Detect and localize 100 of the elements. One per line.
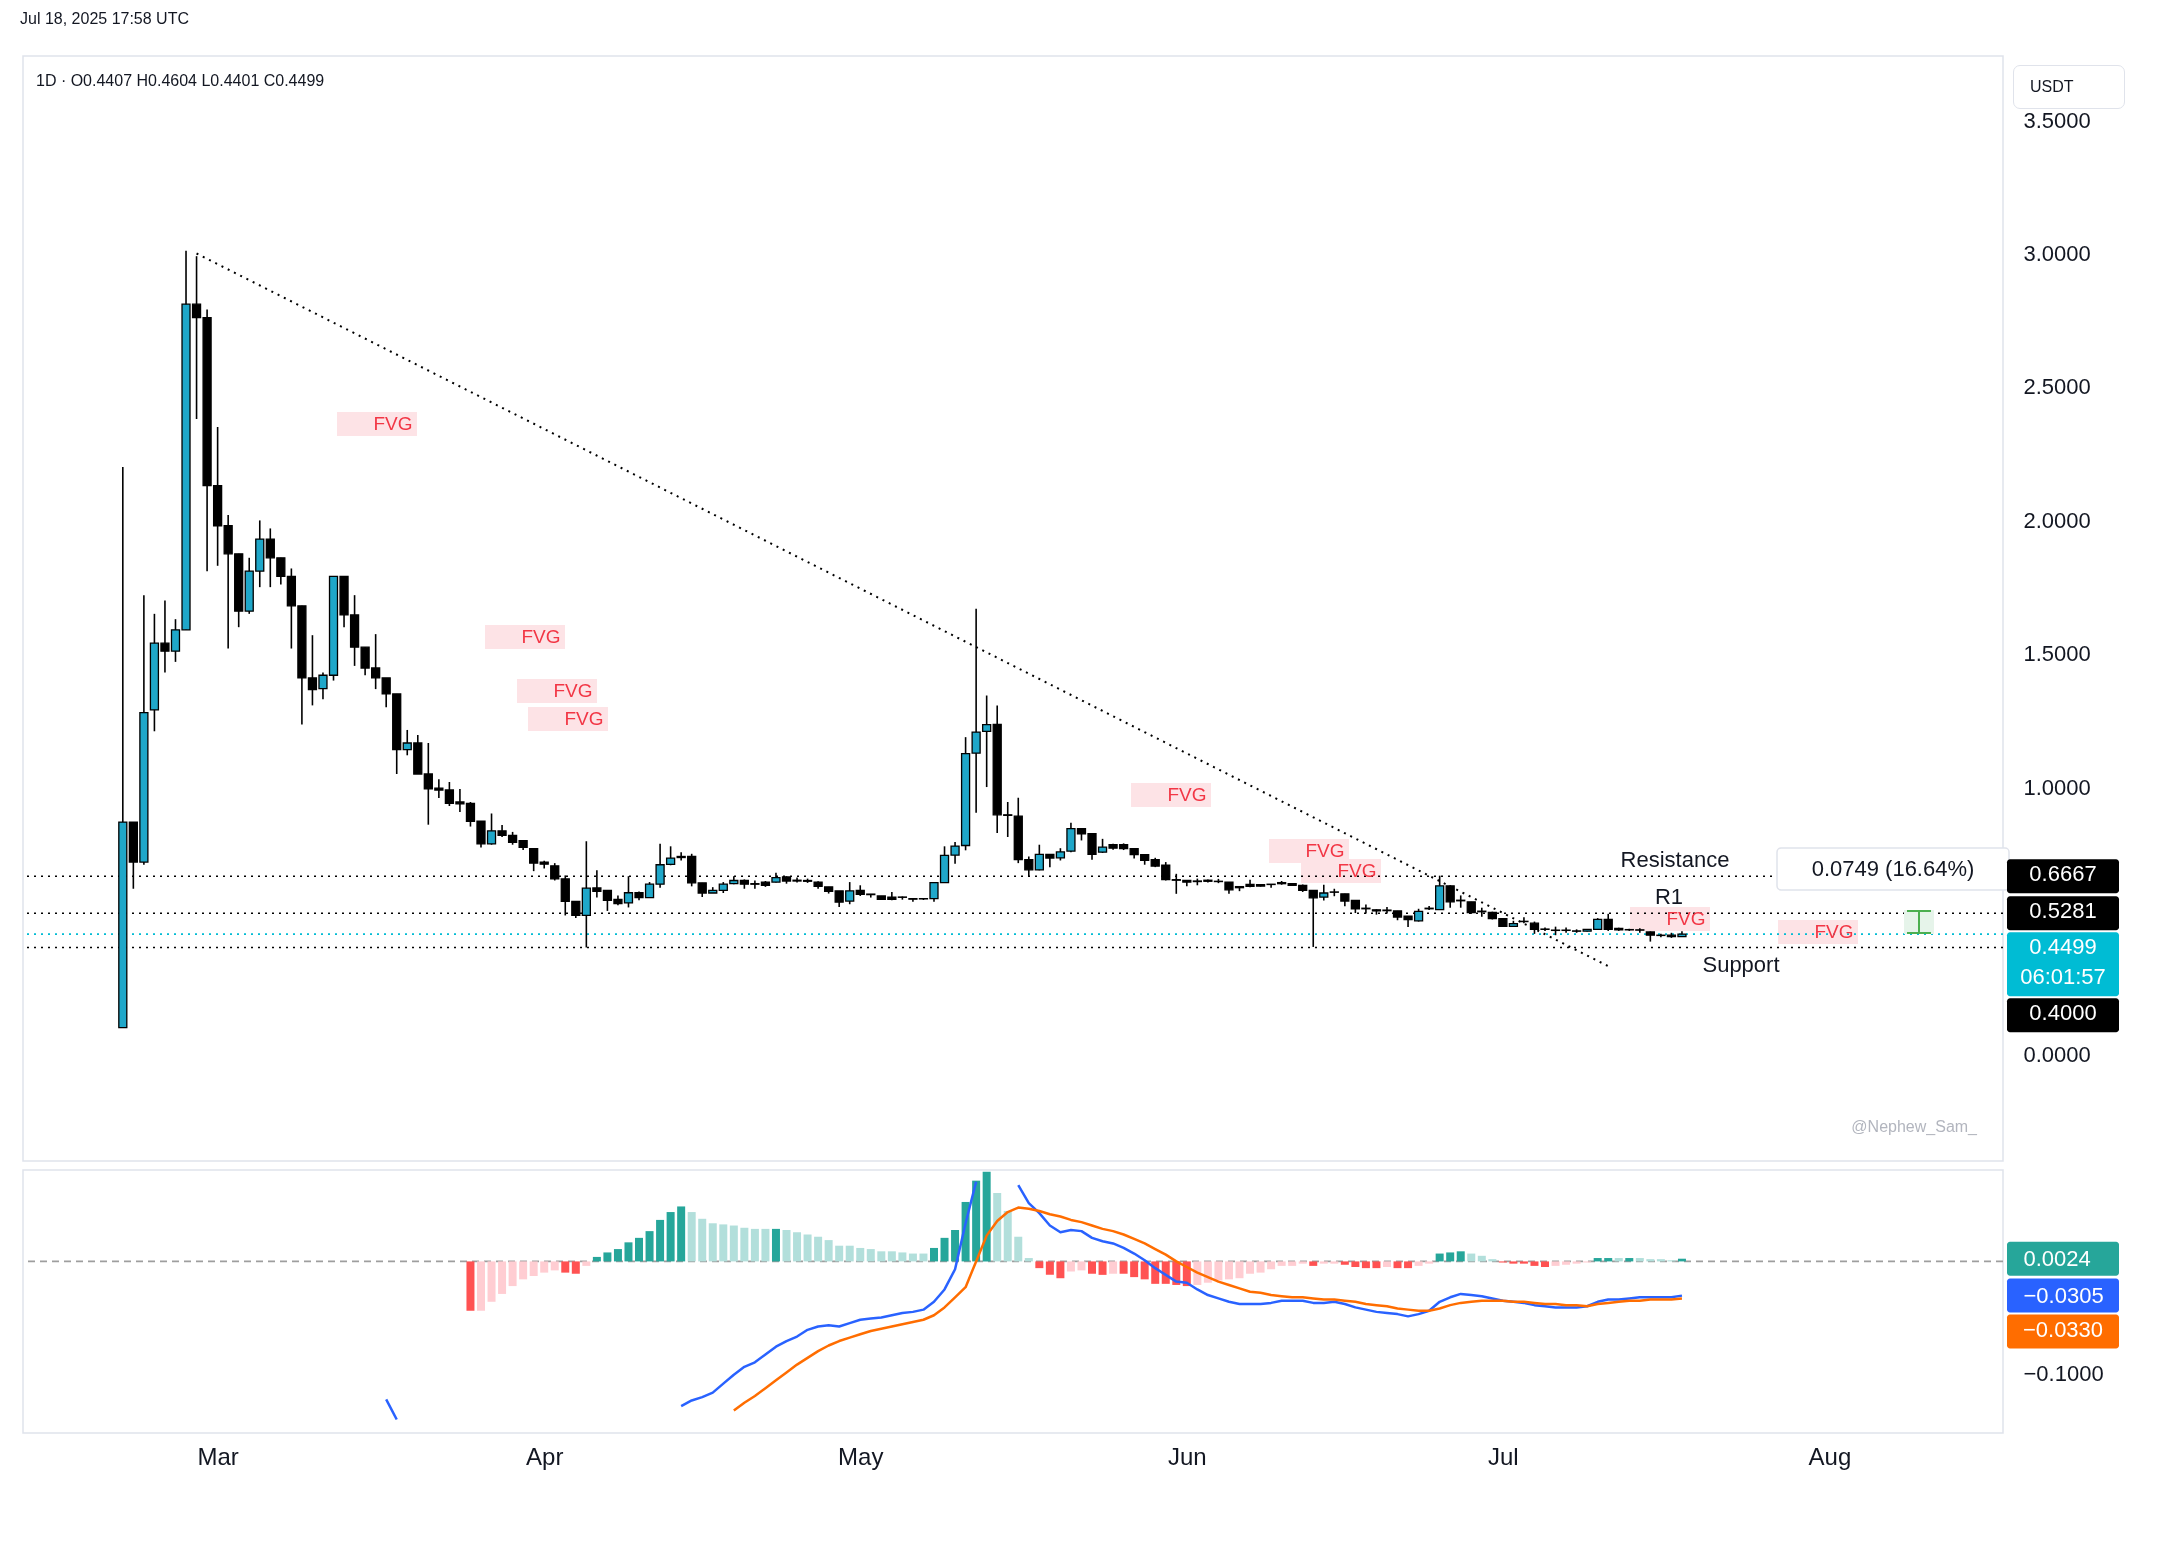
chart-subtitle: Jul 18, 2025 17:58 UTC — [20, 10, 189, 28]
bar — [1530, 1261, 1539, 1266]
bar — [866, 1249, 875, 1262]
bar — [1098, 1261, 1107, 1275]
bar — [561, 1261, 570, 1273]
bar — [677, 1206, 686, 1262]
bar — [508, 1261, 517, 1287]
bar — [582, 1261, 591, 1266]
bar — [487, 1261, 496, 1302]
y-tick-label: 0.0024 — [2023, 1246, 2091, 1272]
bar — [1088, 1261, 1097, 1274]
bar — [1077, 1261, 1086, 1271]
bar — [1277, 1261, 1286, 1266]
annotation: FVG — [1305, 840, 1345, 861]
y-tick-label: 1.0000 — [2023, 774, 2091, 800]
x-tick-label: Jun — [1167, 1442, 1207, 1470]
bar — [1140, 1261, 1149, 1280]
bar — [540, 1261, 549, 1273]
line-series — [732, 1206, 1684, 1412]
y-tick-label: 2.0000 — [2023, 507, 2091, 533]
bar — [993, 1192, 1002, 1262]
annotation: FVG — [1167, 784, 1207, 805]
bar — [1404, 1261, 1413, 1269]
bar — [1267, 1261, 1276, 1270]
bar — [1393, 1261, 1402, 1269]
bar — [1414, 1261, 1423, 1266]
annotation: R1 — [1654, 884, 1684, 909]
bar — [887, 1251, 896, 1262]
text: −0.0330 — [2022, 1316, 2104, 1342]
bar — [803, 1234, 812, 1262]
bar — [613, 1249, 622, 1262]
bar — [1235, 1261, 1244, 1279]
bar — [1519, 1261, 1528, 1264]
bar — [1541, 1261, 1550, 1268]
bar — [814, 1236, 823, 1262]
bar — [1446, 1252, 1455, 1262]
annotation: FVG — [553, 680, 593, 701]
bar — [476, 1261, 485, 1311]
bar — [1045, 1261, 1054, 1275]
bar — [1562, 1261, 1571, 1265]
bar — [1214, 1261, 1223, 1281]
bar — [656, 1219, 665, 1262]
bar — [1130, 1261, 1139, 1278]
bar — [835, 1245, 844, 1262]
bar — [1551, 1261, 1560, 1266]
bar — [603, 1252, 612, 1262]
bar — [1361, 1261, 1370, 1269]
bar — [1056, 1261, 1065, 1279]
y-tick-label: 1.5000 — [2023, 641, 2091, 667]
bar — [698, 1218, 707, 1262]
x-tick-label: Apr — [526, 1442, 564, 1470]
bar — [719, 1224, 728, 1262]
bar — [1109, 1261, 1118, 1274]
bar — [729, 1225, 738, 1262]
bar — [1456, 1251, 1465, 1262]
y-tick-label: 3.0000 — [2023, 241, 2091, 267]
ref-line-label: 0.5281 — [2029, 898, 2097, 924]
annotation: FVG — [1337, 860, 1377, 881]
bar — [750, 1228, 759, 1262]
bar — [845, 1245, 854, 1262]
bar — [529, 1261, 538, 1276]
bar — [951, 1230, 960, 1262]
x-tick-label: Mar — [197, 1442, 239, 1470]
bar — [1372, 1261, 1381, 1269]
candlestick — [529, 847, 539, 872]
bar — [1246, 1261, 1255, 1274]
annotation: Support — [1702, 952, 1780, 977]
bar — [1014, 1236, 1023, 1262]
bar — [1351, 1261, 1360, 1268]
bar — [761, 1228, 770, 1262]
annotation: FVG — [521, 626, 561, 647]
x-tick-label: Aug — [1808, 1442, 1852, 1470]
ref-line-label: 0.6667 — [2029, 861, 2097, 887]
annotation: FVG — [1666, 908, 1706, 929]
bar — [1066, 1261, 1075, 1272]
annotation: @Nephew_Sam_ — [1851, 1118, 1977, 1136]
bar — [940, 1237, 949, 1262]
annotation: FVG — [564, 708, 604, 729]
ref-line-label: 0.4000 — [2029, 1000, 2097, 1026]
bar — [687, 1212, 696, 1262]
bar — [824, 1240, 833, 1262]
y-tick-label: 2.5000 — [2023, 374, 2091, 400]
bar — [929, 1247, 938, 1262]
bar — [1288, 1261, 1297, 1266]
bar — [1035, 1261, 1044, 1269]
x-tick-label: Jul — [1488, 1442, 1519, 1470]
bar — [1382, 1261, 1391, 1268]
bar — [571, 1261, 580, 1274]
y-axis-title: USDT — [2013, 65, 2125, 109]
bar — [793, 1232, 802, 1262]
y-tick-label: −0.1000 — [2023, 1361, 2104, 1387]
bar — [1330, 1261, 1339, 1264]
annotation: Resistance — [1620, 847, 1730, 872]
bar — [877, 1251, 886, 1262]
ref-line-label: 0.4499 — [2029, 934, 2097, 960]
bar — [1572, 1261, 1581, 1264]
bar — [624, 1242, 633, 1262]
bar — [645, 1231, 654, 1262]
bar — [1309, 1261, 1318, 1266]
x-tick-label: May — [838, 1442, 884, 1470]
